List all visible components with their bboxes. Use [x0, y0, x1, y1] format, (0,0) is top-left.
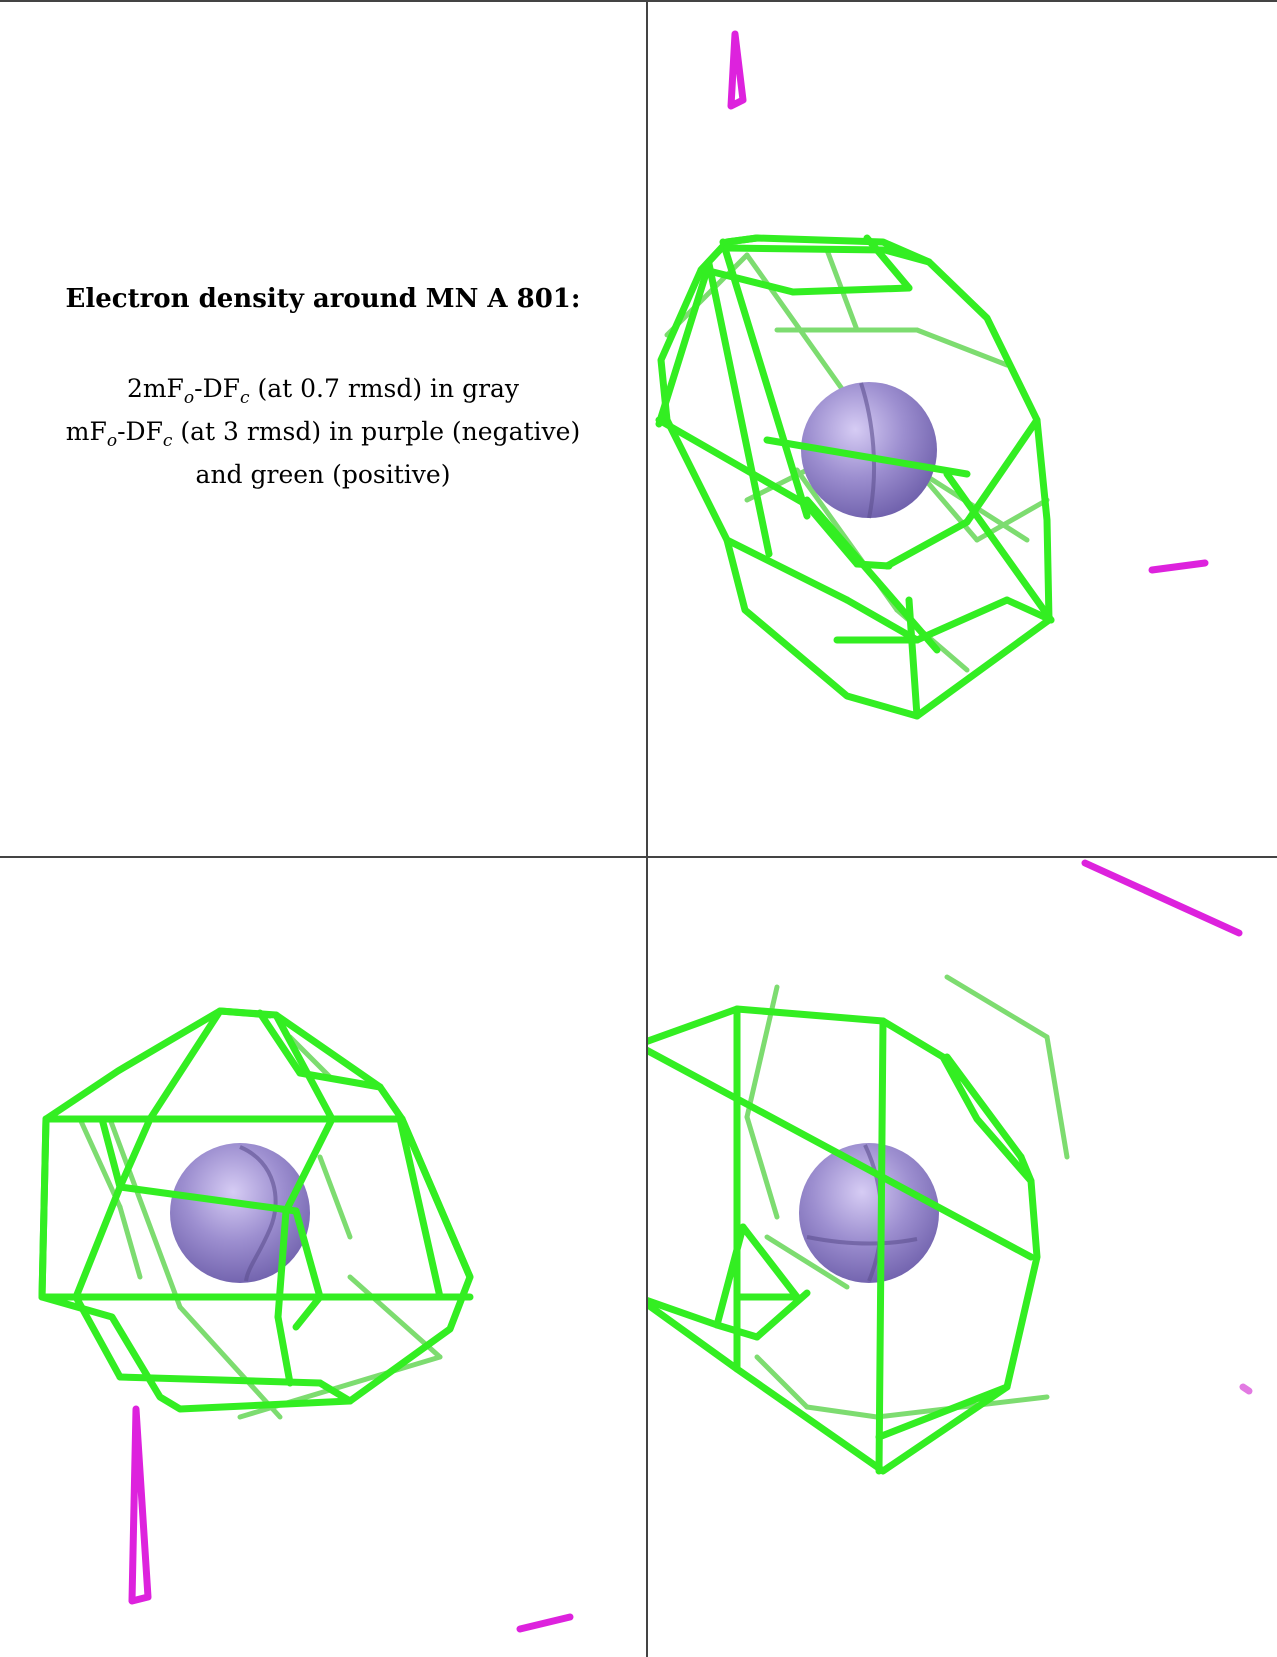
manganese-atom [799, 1143, 939, 1283]
density-view-bottom-right [647, 857, 1277, 1657]
caption: Electron density around MN A 801: 2mFo-D… [40, 284, 606, 492]
density-view-bottom-left [0, 857, 646, 1657]
caption-line-2mfo: 2mFo-DFc (at 0.7 rmsd) in gray [126, 374, 520, 408]
negative-density-mesh [1081, 859, 1253, 1395]
negative-density-mesh [128, 1405, 574, 1633]
caption-line-mfo: mFo-DFc (at 3 rmsd) in purple (negative) [65, 417, 581, 451]
caption-panel: Electron density around MN A 801: 2mFo-D… [0, 0, 646, 856]
grid-divider-horizontal [0, 856, 1277, 858]
caption-line-green: and green (positive) [195, 460, 451, 489]
positive-density-mesh [647, 1005, 1041, 1475]
manganese-atom [801, 382, 937, 519]
caption-title: Electron density around MN A 801: [65, 284, 581, 314]
positive-density-mesh [38, 1007, 474, 1413]
grid-divider-vertical [646, 0, 648, 1657]
density-view-top-right [647, 0, 1277, 856]
manganese-atom [170, 1143, 310, 1283]
positive-density-mesh [655, 234, 1055, 720]
grid-border-top [0, 0, 1277, 2]
negative-density-mesh [727, 30, 1209, 574]
